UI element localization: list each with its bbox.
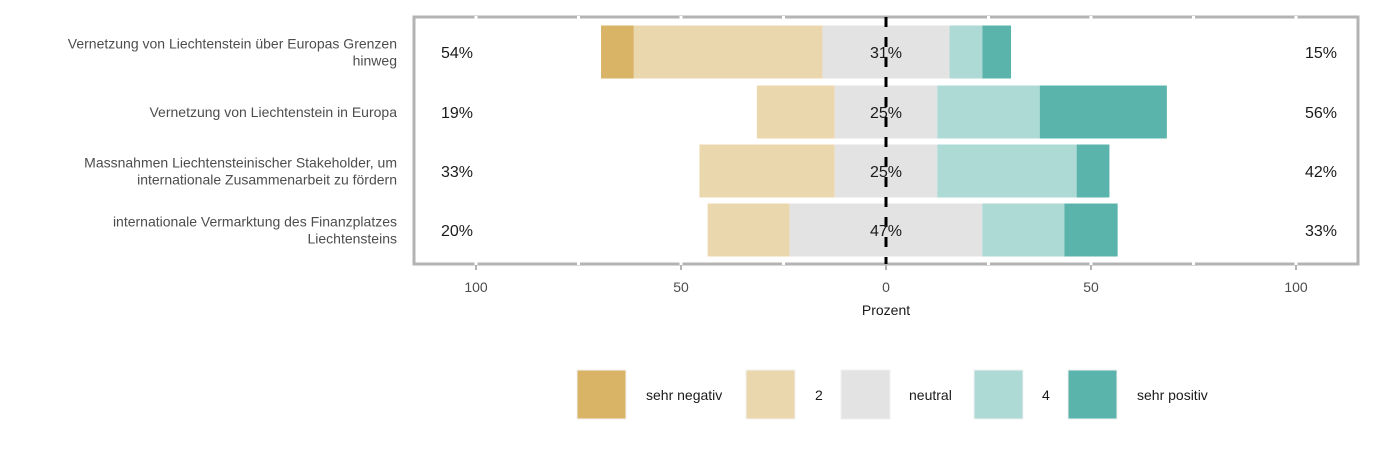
bar-segment-3 [789, 203, 983, 257]
neutral-percent: 25% [870, 105, 902, 122]
right-percent: 56% [1305, 105, 1337, 122]
left-percent: 20% [441, 223, 473, 240]
labels: 100 50 0 50 100 Prozent Vernetzung von Liechte… [68, 36, 1337, 319]
bar-segment-4 [982, 203, 1065, 257]
bar-segment-4 [937, 85, 1040, 139]
bar-segment-2 [699, 144, 835, 198]
bar-segment-1 [601, 25, 634, 79]
legend-key-2 [745, 369, 796, 420]
bar-segment-2 [633, 25, 823, 79]
legend-key-1 [576, 369, 627, 420]
neutral-percent: 31% [870, 45, 902, 62]
x-tick-label: 0 [882, 279, 890, 295]
legend-label: sehr negativ [646, 387, 722, 403]
row-label: Vernetzung von Liechtenstein in Europa [149, 104, 397, 120]
legend: sehr negativ 2 neutral 4 sehr positiv [576, 369, 1208, 420]
bar-segment-2 [756, 85, 835, 139]
neutral-percent: 47% [870, 223, 902, 240]
x-tick-label: 100 [464, 279, 488, 295]
bar-segment-3 [822, 25, 950, 79]
legend-label: 2 [815, 387, 823, 403]
legend-label: 4 [1042, 387, 1050, 403]
row-label: internationale Zusammenarbeit zu fördern [137, 172, 397, 188]
bar-segment-5 [982, 25, 1012, 79]
left-percent: 33% [441, 164, 473, 181]
legend-key-3 [840, 369, 891, 420]
bar-segment-4 [949, 25, 983, 79]
bar-segment-5 [1064, 203, 1118, 257]
x-tick-label: 100 [1284, 279, 1308, 295]
x-tick-label: 50 [1083, 279, 1099, 295]
right-percent: 33% [1305, 223, 1337, 240]
row-label: Liechtensteins [307, 231, 397, 247]
row-label: Massnahmen Liechtensteinischer Stakehold… [84, 155, 397, 171]
legend-key-5 [1067, 369, 1118, 420]
legend-label: neutral [909, 387, 952, 403]
bar-segment-5 [1039, 85, 1167, 139]
bar-segment-3 [834, 144, 938, 198]
row-label: internationale Vermarktung des Finanzpla… [113, 214, 397, 230]
bar-segment-3 [834, 85, 938, 139]
row-label: hinweg [353, 53, 397, 69]
right-percent: 42% [1305, 164, 1337, 181]
legend-label: sehr positiv [1137, 387, 1208, 403]
row-label: Vernetzung von Liechtenstein über Europa… [68, 36, 397, 52]
bar-segment-2 [707, 203, 790, 257]
bars [601, 25, 1167, 257]
left-percent: 54% [441, 45, 473, 62]
x-tick-label: 50 [673, 279, 689, 295]
left-percent: 19% [441, 105, 473, 122]
bar-segment-4 [937, 144, 1077, 198]
legend-key-4 [973, 369, 1024, 420]
neutral-percent: 25% [870, 164, 902, 181]
x-axis-title: Prozent [862, 302, 910, 318]
bar-segment-5 [1076, 144, 1110, 198]
right-percent: 15% [1305, 45, 1337, 62]
